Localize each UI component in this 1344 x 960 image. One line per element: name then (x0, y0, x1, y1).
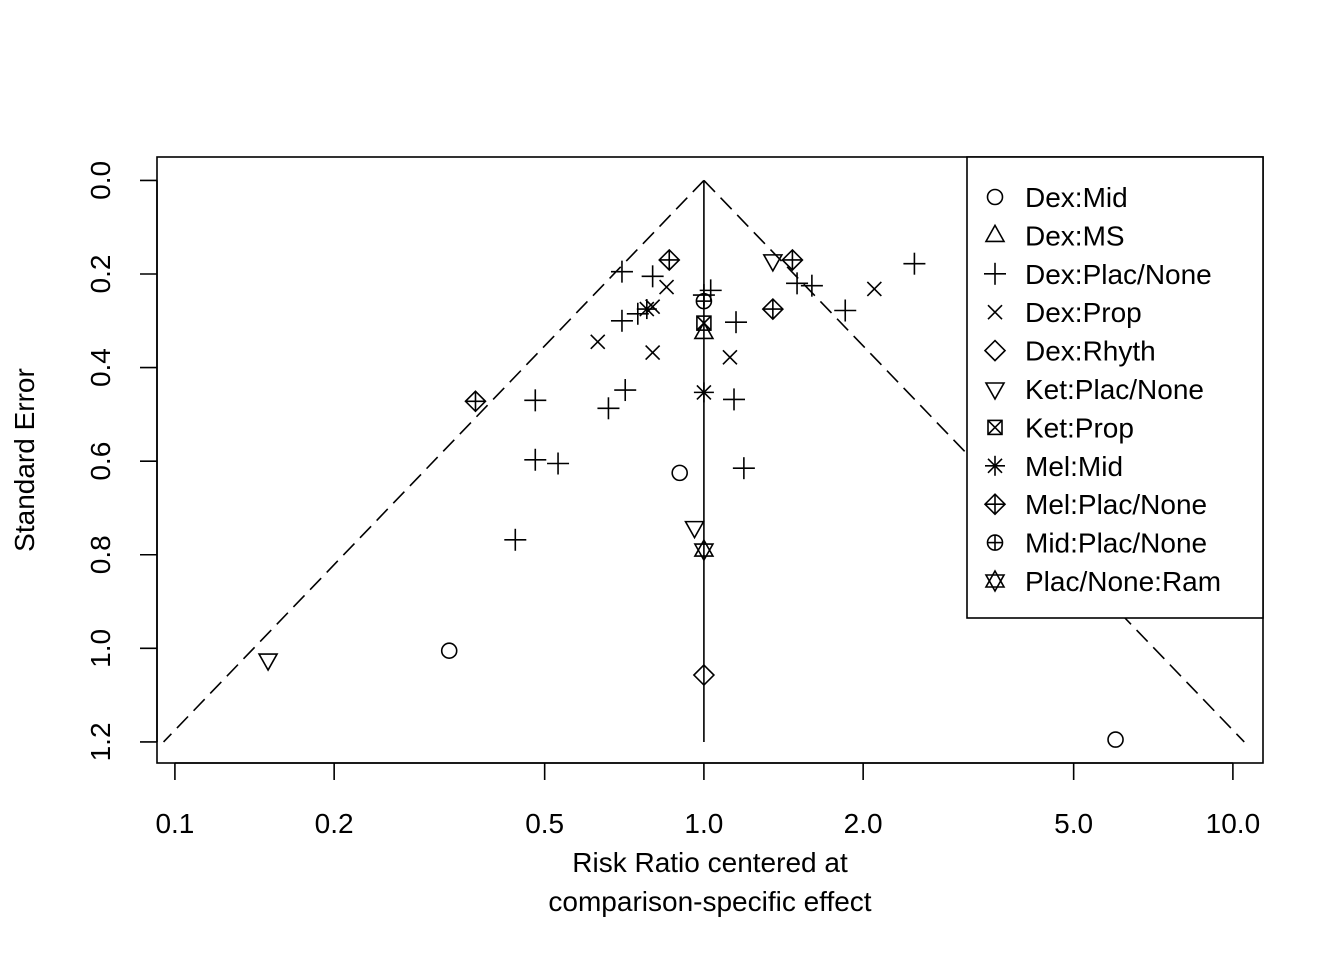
data-point (524, 448, 547, 471)
series-dex-mid (440, 464, 1124, 748)
y-tick-label: 0.4 (85, 348, 116, 387)
data-point (786, 272, 809, 295)
data-point (658, 248, 681, 272)
data-point (866, 281, 882, 297)
x-tick-label: 0.5 (525, 808, 564, 839)
series-dex-prop (590, 279, 882, 365)
legend-label: Mid:Plac/None (1025, 528, 1207, 559)
y-tick-label: 1.2 (85, 722, 116, 761)
funnel-left-limit (162, 179, 705, 743)
data-point (732, 457, 755, 480)
series-mel-plac-none (464, 248, 804, 413)
legend-symbol (983, 493, 1007, 516)
data-point (590, 334, 606, 350)
data-point (597, 397, 620, 420)
data-point (641, 265, 664, 288)
legend-symbol (987, 419, 1003, 436)
data-point (761, 297, 784, 321)
y-tick-label: 0.6 (85, 442, 116, 481)
series-dex-plac-none (504, 252, 926, 551)
series-ket-plac-none (257, 254, 784, 672)
series-plac-none-ram (693, 538, 715, 562)
data-point (636, 299, 657, 320)
data-point (645, 345, 661, 361)
legend-symbol (987, 304, 1003, 320)
data-points (257, 248, 1124, 748)
data-point (725, 311, 748, 334)
legend-symbol (984, 569, 1006, 593)
data-point (610, 309, 633, 332)
legend-label: Dex:Plac/None (1025, 259, 1212, 290)
x-axis-label-line-1: Risk Ratio centered at (572, 847, 848, 878)
data-point (834, 299, 857, 322)
x-tick-label: 0.2 (315, 808, 354, 839)
y-tick-label: 0.2 (85, 255, 116, 294)
series-mid-plac-none (695, 292, 713, 310)
data-point (1107, 731, 1124, 748)
legend-label: Dex:Mid (1025, 182, 1128, 213)
legend-symbol (983, 339, 1007, 362)
data-point (692, 663, 716, 687)
data-point (722, 349, 738, 365)
data-point (693, 382, 714, 403)
legend-label: Dex:Rhyth (1025, 336, 1156, 367)
series-mel-mid (636, 299, 714, 403)
legend-label: Dex:MS (1025, 220, 1125, 251)
series-ket-prop (696, 315, 712, 331)
data-point (614, 379, 637, 402)
x-axis-label-line-2: comparison-specific effect (548, 886, 871, 917)
legend-label: Mel:Plac/None (1025, 489, 1207, 520)
legend: Dex:Mid Dex:MS Dex:Plac/None Dex:Prop Dex:Rh… (966, 156, 1264, 619)
data-point (659, 279, 675, 295)
legend-symbol (985, 455, 1005, 476)
legend-symbol (984, 223, 1006, 243)
x-tick-label: 2.0 (844, 808, 883, 839)
data-point (645, 299, 661, 315)
data-point (504, 528, 527, 551)
data-point (781, 248, 804, 272)
y-axis-label: Standard Error (9, 368, 40, 552)
data-point (695, 292, 713, 310)
data-point (671, 464, 688, 482)
data-point (547, 452, 570, 475)
data-point (626, 302, 649, 325)
data-point (693, 538, 715, 562)
legend-label: Dex:Prop (1025, 297, 1142, 328)
x-tick-label: 0.1 (155, 808, 194, 839)
data-point (610, 260, 633, 283)
y-tick-label: 1.0 (85, 629, 116, 668)
legend-label: Mel:Mid (1025, 451, 1123, 482)
data-point (464, 390, 487, 413)
data-point (440, 642, 458, 659)
data-point (762, 254, 784, 273)
data-point (800, 274, 823, 297)
x-axis: 0.1 0.2 0.5 1.0 2.0 5.0 10.0 (155, 762, 1261, 839)
data-point (903, 252, 926, 275)
y-tick-label: 0.8 (85, 535, 116, 574)
data-point (723, 388, 746, 411)
legend-label: Plac/None:Ram (1025, 566, 1221, 597)
legend-symbol (986, 534, 1004, 551)
data-point (684, 520, 705, 540)
y-axis: 0.0 0.2 0.4 0.6 0.8 1.0 1.2 (85, 161, 158, 761)
data-point (696, 315, 712, 331)
legend-symbol (984, 382, 1006, 401)
x-tick-label: 5.0 (1054, 808, 1093, 839)
legend-label: Ket:Plac/None (1025, 374, 1204, 405)
series-dex-rhyth (692, 663, 716, 687)
data-point (524, 389, 547, 412)
legend-label: Ket:Prop (1025, 412, 1134, 443)
legend-symbol (986, 188, 1004, 206)
x-tick-label: 1.0 (684, 808, 723, 839)
data-point (257, 653, 279, 672)
x-tick-label: 10.0 (1206, 808, 1261, 839)
y-tick-label: 0.0 (85, 161, 116, 200)
legend-box (966, 156, 1264, 619)
legend-symbol (984, 262, 1006, 285)
